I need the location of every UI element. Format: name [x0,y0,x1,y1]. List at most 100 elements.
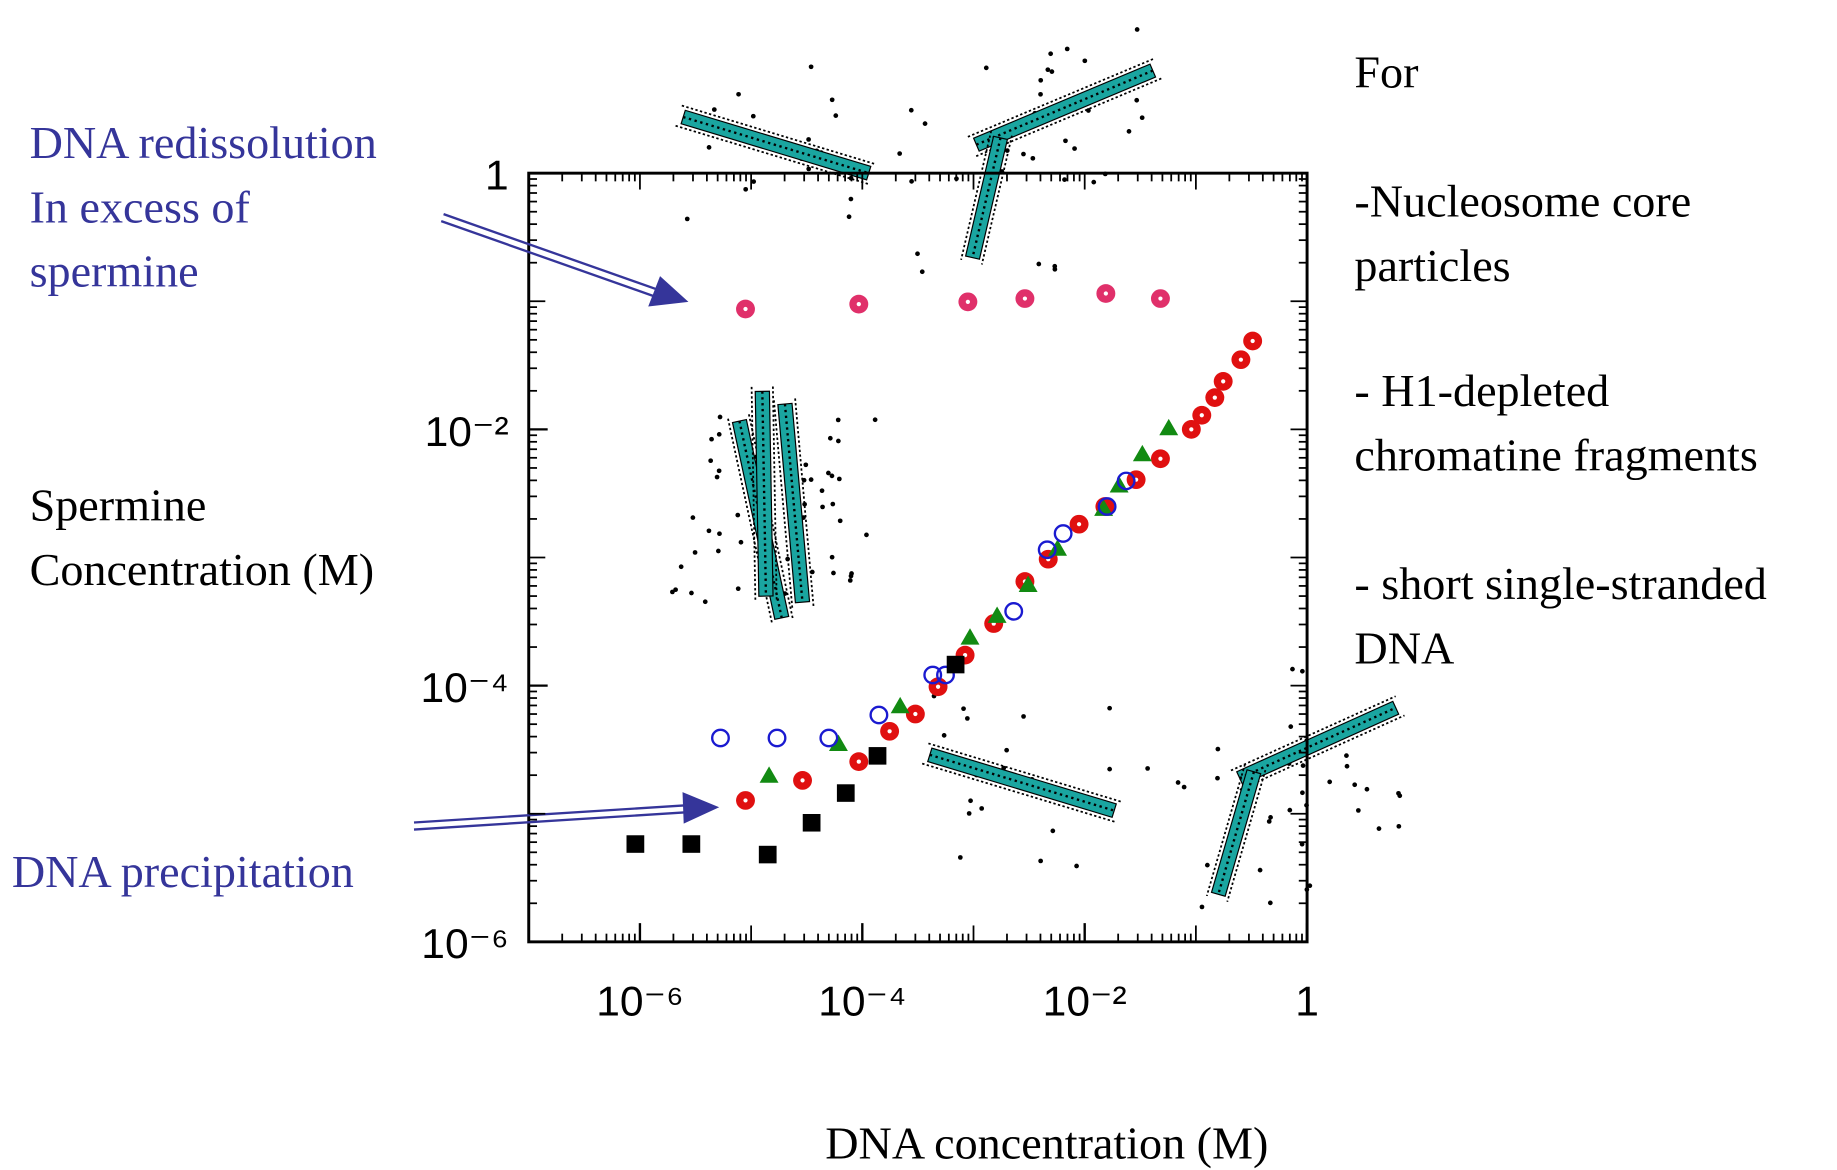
dot [1145,766,1150,771]
side-text: - short single-stranded [1354,558,1767,609]
arrow [413,803,693,831]
dot [1175,780,1181,785]
rod-line [773,400,794,608]
dot [1134,27,1140,32]
dot [1052,266,1058,272]
dot [829,473,835,479]
dot [983,65,989,71]
point [946,655,965,674]
dot [684,216,690,222]
dot [717,414,723,420]
dot [1063,138,1068,144]
annotation: In excess of [30,182,251,233]
point [869,705,889,725]
x-tick-label: 1 [1295,978,1319,1025]
dot [1036,261,1042,267]
x-tick-label: 10⁻² [1043,978,1127,1025]
point [711,728,730,748]
dot [820,504,825,510]
dot [750,113,756,119]
rod [1230,695,1405,791]
side-text: -Nucleosome core [1354,176,1691,227]
dot [966,811,972,816]
rod [921,742,1123,823]
rod-line [960,130,993,260]
point-highlight [1238,357,1244,362]
dot [808,477,814,482]
point-highlight [887,729,892,734]
point-highlight [1022,296,1028,301]
dot [806,166,812,172]
rod-core [1239,706,1397,780]
dot [1107,705,1112,711]
point [819,728,839,748]
dot [909,179,914,184]
dot [1300,790,1305,796]
dot [1215,775,1220,781]
rod-line [1205,764,1246,897]
dot [1091,179,1097,185]
point-highlight [743,798,748,803]
point [1037,540,1057,560]
dot [836,476,842,482]
point-highlight [800,778,805,783]
point [767,728,787,748]
dot [1300,763,1306,768]
dot [743,186,749,192]
dot [692,550,698,555]
dot [1004,747,1010,753]
dot [919,269,925,275]
dot [835,417,841,423]
dot [1267,900,1273,906]
rod-line [675,124,871,186]
rod-line [1226,769,1267,902]
dot [735,512,741,518]
rod-body [754,390,774,597]
dot [1355,808,1361,813]
dot [1038,91,1043,97]
dot [1268,815,1273,820]
y-axis-label: Concentration (M) [30,544,375,595]
side-text: For [1354,47,1418,98]
dot [846,214,852,220]
dot [678,564,684,570]
point [836,784,855,802]
rod-core [783,403,804,603]
dot [957,855,963,860]
dot [1344,753,1349,758]
dot [1352,782,1358,788]
rod [960,130,1013,265]
point-highlight [913,711,918,717]
point [828,734,848,752]
dot [1021,151,1026,157]
rod-body [1235,700,1400,786]
annotation: spermine [30,246,199,297]
rod-line [928,742,1123,803]
dot [1396,823,1402,829]
side-text: - H1-depleted [1354,365,1609,416]
dot [847,578,853,583]
rod-line [1230,695,1397,772]
rod-body [680,109,872,181]
dot [1266,819,1272,824]
dot [706,528,712,534]
dot [908,107,914,113]
rod-line [1239,714,1405,791]
dot [709,436,714,442]
dot [1257,867,1263,873]
point [868,747,887,765]
point-highlight [856,302,861,307]
rod-line [921,762,1116,823]
point [758,845,777,864]
dot [1064,46,1070,52]
dot [711,107,717,112]
side-text: DNA [1354,623,1454,674]
dot [689,590,694,596]
dot [708,458,714,464]
rod-core [682,115,870,175]
point-highlight [1158,456,1163,461]
point [1132,444,1152,462]
x-tick-label: 10⁻⁴ [818,978,906,1025]
point [802,814,821,832]
